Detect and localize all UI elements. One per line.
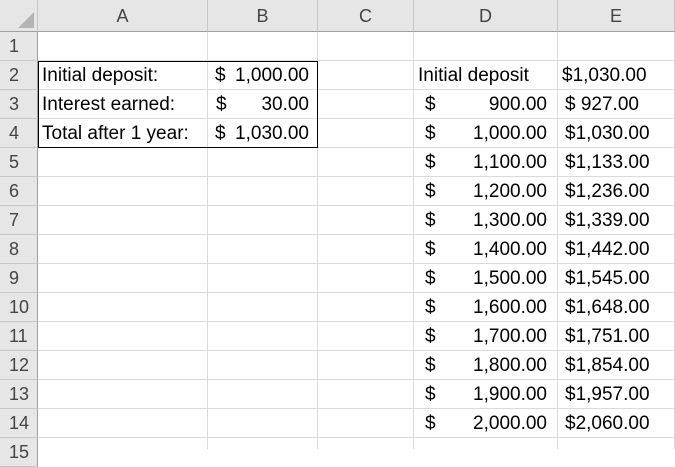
cell-e-value[interactable]: $1,751.00 (565, 326, 650, 347)
cell-d-value[interactable]: 1,900.00 (473, 384, 547, 405)
row-header-6[interactable]: 6 (0, 177, 38, 206)
cell-a2[interactable]: Initial deposit: (42, 65, 159, 86)
cell-e-value[interactable]: $1,236.00 (565, 181, 650, 202)
row-header-4[interactable]: 4 (0, 119, 38, 148)
cell-d2[interactable]: Initial deposit (418, 65, 529, 86)
cell-d-value[interactable]: 1,200.00 (473, 181, 547, 202)
cell-d-value[interactable]: 1,800.00 (473, 355, 547, 376)
row-header-1[interactable]: 1 (0, 32, 38, 61)
cell-b3-symbol[interactable]: $ (216, 94, 227, 115)
cell-d-symbol[interactable]: $ (425, 210, 436, 231)
cell-d-symbol[interactable]: $ (425, 181, 436, 202)
gridline (38, 379, 675, 380)
row-header-8[interactable]: 8 (0, 235, 38, 264)
cell-e-value[interactable]: $1,854.00 (565, 355, 650, 376)
cell-d-value[interactable]: 1,000.00 (473, 123, 547, 144)
gridline (38, 408, 675, 409)
cell-b2-symbol[interactable]: $ (215, 65, 226, 86)
cell-e-value[interactable]: $1,133.00 (565, 152, 650, 173)
row-header-10[interactable]: 10 (0, 293, 38, 322)
cell-e-value[interactable]: $1,957.00 (565, 384, 650, 405)
gridline (207, 32, 208, 449)
cell-b4-symbol[interactable]: $ (215, 123, 226, 144)
row-header-11[interactable]: 11 (0, 322, 38, 351)
row-header-7[interactable]: 7 (0, 206, 38, 235)
gridline (38, 321, 675, 322)
cell-d-value[interactable]: 900.00 (488, 94, 547, 115)
row-header-5[interactable]: 5 (0, 148, 38, 177)
cell-d-symbol[interactable]: $ (425, 239, 436, 260)
row-header-14[interactable]: 14 (0, 409, 38, 438)
gridline (38, 89, 675, 90)
gridline (38, 263, 675, 264)
cell-e-value[interactable]: $2,060.00 (565, 413, 650, 434)
cell-d-symbol[interactable]: $ (425, 355, 436, 376)
gridline (38, 118, 675, 119)
cell-d-symbol[interactable]: $ (425, 384, 436, 405)
gridline (38, 437, 675, 438)
gridline (38, 292, 675, 293)
column-header-d[interactable]: D (414, 0, 558, 32)
gridline (557, 32, 558, 449)
cell-d-symbol[interactable]: $ (425, 297, 436, 318)
cell-d-value[interactable]: 1,700.00 (473, 326, 547, 347)
cell-b2[interactable]: 1,000.00 (235, 65, 309, 86)
select-all-icon (18, 12, 34, 28)
row-header-15[interactable]: 15 (0, 438, 38, 467)
cell-d-symbol[interactable]: $ (425, 94, 436, 115)
cell-b3[interactable]: 30.00 (261, 94, 309, 115)
column-header-b[interactable]: B (208, 0, 318, 32)
cell-d-value[interactable]: 1,500.00 (473, 268, 547, 289)
cell-e-value[interactable]: $1,648.00 (565, 297, 650, 318)
select-all-corner[interactable] (0, 0, 38, 32)
cell-d-symbol[interactable]: $ (425, 413, 436, 434)
row-header-2[interactable]: 2 (0, 61, 38, 90)
cell-e-value[interactable]: $1,545.00 (565, 268, 650, 289)
row-header-9[interactable]: 9 (0, 264, 38, 293)
gridline (317, 32, 318, 449)
gridline (38, 147, 675, 148)
column-header-a[interactable]: A (38, 0, 208, 32)
cell-d-symbol[interactable]: $ (425, 326, 436, 347)
summary-table-border (38, 61, 318, 148)
gridline (413, 32, 414, 449)
row-header-12[interactable]: 12 (0, 351, 38, 380)
gridline (38, 60, 675, 61)
gridline (38, 176, 675, 177)
cell-e-value[interactable]: $1,442.00 (565, 239, 650, 260)
column-header-c[interactable]: C (318, 0, 414, 32)
cell-e-value[interactable]: $1,339.00 (565, 210, 650, 231)
cell-e2[interactable]: $1,030.00 (562, 65, 647, 86)
cell-e-value[interactable]: $ 927.00 (565, 94, 639, 115)
cell-d-value[interactable]: 1,100.00 (473, 152, 547, 173)
cell-d-value[interactable]: 1,600.00 (473, 297, 547, 318)
gridline (38, 234, 675, 235)
row-header-13[interactable]: 13 (0, 380, 38, 409)
column-header-e[interactable]: E (558, 0, 675, 32)
cell-a3[interactable]: Interest earned: (42, 94, 176, 115)
gridline (38, 205, 675, 206)
cell-d-value[interactable]: 1,400.00 (473, 239, 547, 260)
gridline (38, 350, 675, 351)
cell-e-value[interactable]: $1,030.00 (565, 123, 650, 144)
cell-d-symbol[interactable]: $ (425, 152, 436, 173)
cell-d-symbol[interactable]: $ (425, 268, 436, 289)
row-header-3[interactable]: 3 (0, 90, 38, 119)
cell-d-symbol[interactable]: $ (425, 123, 436, 144)
cell-d-value[interactable]: 1,300.00 (473, 210, 547, 231)
cell-a4[interactable]: Total after 1 year: (42, 123, 189, 144)
cell-d-value[interactable]: 2,000.00 (473, 413, 547, 434)
cell-b4[interactable]: 1,030.00 (235, 123, 309, 144)
